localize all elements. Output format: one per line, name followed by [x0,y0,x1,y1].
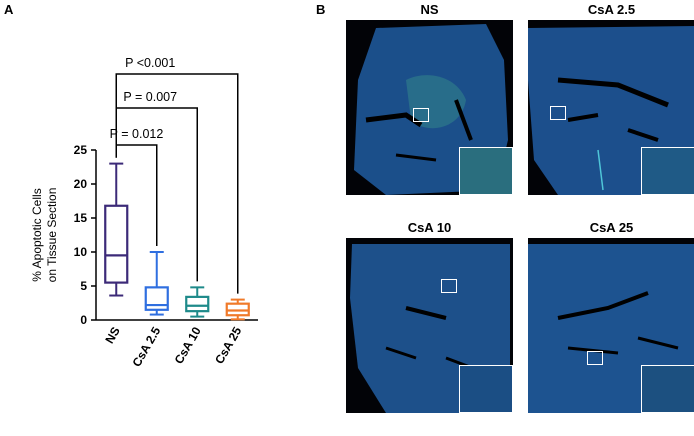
panel-b-label: B [316,2,326,17]
box-1 [144,286,169,311]
roi-box-csa-25 [587,351,603,365]
micrograph-ns [346,20,513,195]
y-tick-label: 5 [80,279,87,293]
inset-ns [459,147,513,195]
micrograph-csa-2-5 [528,20,694,195]
y-tick-label: 25 [74,143,88,157]
roi-box-csa-10 [441,279,457,293]
roi-box-ns [413,108,429,122]
category-label: NS [102,325,122,346]
category-label: CsA 10 [172,324,204,366]
y-axis-label-line1: % Apoptotic Cells [30,188,44,281]
y-tick-label: 0 [80,313,87,327]
box-2 [185,295,210,313]
inset-csa-2-5 [641,147,694,195]
y-tick-label: 15 [74,211,88,225]
box-plot-chart: 0 5 10 15 20 25 % Apoptotic Cells on Tissue Sec… [30,56,258,369]
micrograph-title-csa10: CsA 10 [407,220,452,235]
micrograph-title-csa25: CsA 25 [589,220,634,235]
category-label: CsA 25 [212,324,244,366]
inset-csa-10 [459,365,513,413]
p-value-label: P <0.001 [125,56,175,70]
inset-csa-25 [641,365,694,413]
box-0 [104,204,129,284]
y-tick-label: 10 [74,245,88,259]
micrograph-csa-25 [528,238,694,413]
y-tick-label: 20 [74,177,88,191]
micrograph-csa-10 [346,238,513,413]
significance-bracket [115,73,239,294]
p-value-label: P = 0.007 [123,90,177,104]
y-axis-label-line2: on Tissue Section [45,188,59,283]
micrograph-title-csa25a: CsA 2.5 [587,2,636,17]
roi-box-csa-2-5 [550,106,566,120]
panel-a-label: A [4,2,14,17]
category-label: CsA 2.5 [129,324,163,369]
micrograph-title-ns: NS [420,2,439,17]
p-value-label: P = 0.012 [110,127,164,141]
